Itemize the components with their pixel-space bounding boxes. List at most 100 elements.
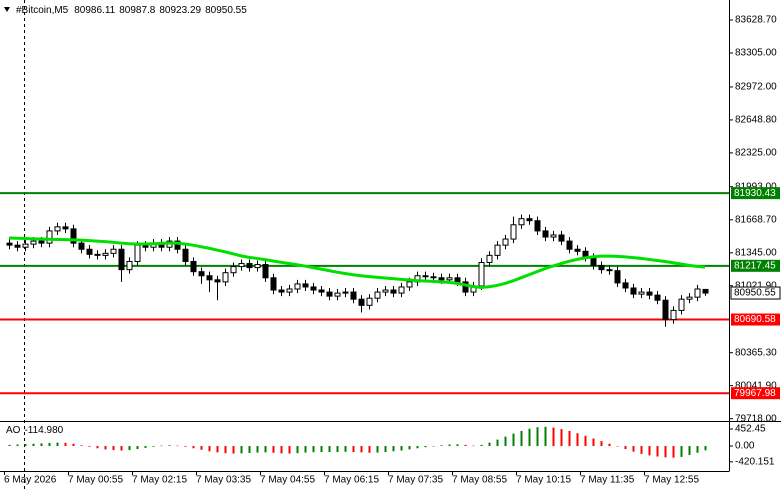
ao-bar <box>392 446 395 452</box>
ao-bar <box>24 444 27 447</box>
ao-bar <box>216 446 219 453</box>
level-label: 80690.58 <box>734 314 776 325</box>
ao-bar <box>464 444 467 447</box>
candle-body <box>510 224 517 240</box>
ao-bar <box>672 446 675 458</box>
ao-bar <box>48 442 51 447</box>
moving-average <box>8 236 706 289</box>
ao-bar <box>640 446 643 454</box>
symbol: #Bitcoin,M5 <box>16 5 69 16</box>
ao-bar <box>184 446 187 447</box>
candle-body <box>294 283 301 290</box>
ao-bar <box>360 446 363 453</box>
candle-body <box>206 275 213 281</box>
ao-bar <box>568 430 571 447</box>
ao-bar <box>168 445 171 447</box>
ao-bar <box>576 433 579 447</box>
ao-bar <box>344 446 347 452</box>
candle-body <box>630 287 637 295</box>
ao-bar <box>312 446 315 453</box>
header-high: 80987.8 <box>119 5 156 16</box>
ao-bar <box>296 446 299 454</box>
candle-body <box>662 299 669 321</box>
candle-body <box>422 275 429 278</box>
ao-bar <box>384 446 387 453</box>
ao-bar <box>208 446 211 452</box>
candle-body <box>598 265 605 271</box>
candle-body <box>134 244 141 262</box>
candle-body <box>550 234 557 238</box>
ao-bar <box>320 446 323 453</box>
ao-bar <box>664 446 667 458</box>
candle-body <box>486 254 493 264</box>
ao-tick-label: -420.151 <box>735 456 775 467</box>
candle-body <box>686 296 693 300</box>
ao-bar <box>656 446 659 457</box>
candle-body <box>230 266 237 274</box>
ao-bar <box>600 441 603 447</box>
y-tick-label: 82972.00 <box>735 82 777 93</box>
candle-body <box>406 281 413 288</box>
candle-body <box>702 288 709 294</box>
y-tick-label: 83628.70 <box>735 15 777 26</box>
candle-body <box>574 248 581 252</box>
ao-bar <box>616 446 619 447</box>
candle-body <box>502 238 509 246</box>
ao-bar <box>80 445 83 447</box>
candle-body <box>86 248 93 255</box>
candle-body <box>566 240 573 250</box>
ao-bar <box>88 446 91 447</box>
candle-body <box>270 277 277 291</box>
candle-body <box>62 226 69 230</box>
candle-body <box>366 297 373 306</box>
candle-body <box>526 218 533 222</box>
ao-bar <box>240 446 243 454</box>
ao-bar <box>608 443 611 447</box>
ao-bar <box>680 446 683 457</box>
candle-body <box>174 240 181 250</box>
ao-bar <box>272 446 275 453</box>
ao-bar <box>288 446 291 454</box>
y-tick-label: 81993.00 <box>735 181 777 192</box>
price-label: 80950.55 <box>734 288 776 299</box>
ao-bar <box>264 446 267 453</box>
candle-body <box>454 277 461 283</box>
ao-bar <box>368 446 371 453</box>
x-tick-label: 7 May 08:55 <box>452 475 507 486</box>
ao-bar <box>416 446 419 449</box>
candle-body <box>286 288 293 293</box>
candle-body <box>614 270 621 284</box>
candle-body <box>518 218 525 226</box>
ao-bar <box>632 446 635 452</box>
ao-bar <box>144 446 147 448</box>
ao-bar <box>200 446 203 450</box>
ao-bar <box>432 446 435 447</box>
ao-bar <box>704 446 707 451</box>
candle-body <box>102 252 109 256</box>
candle-body <box>70 228 77 244</box>
candle-body <box>670 309 677 321</box>
candle-body <box>358 298 365 306</box>
candle-body <box>590 256 597 267</box>
y-tick-label: 81668.70 <box>735 214 777 225</box>
candle-body <box>22 243 29 248</box>
candle-body <box>214 279 221 283</box>
menu-icon[interactable] <box>4 7 10 12</box>
ao-bar <box>304 446 307 453</box>
header-open: 80986.11 <box>74 5 115 16</box>
ao-bar <box>696 446 699 453</box>
ao-bar <box>16 444 19 447</box>
ao-bar <box>56 442 59 447</box>
candle-body <box>390 289 397 294</box>
level-label-box <box>731 313 780 326</box>
candle-body <box>38 240 45 244</box>
candle-body <box>478 262 485 287</box>
price-label-box <box>730 286 781 300</box>
candle-body <box>534 220 541 232</box>
header-close: 80950.55 <box>205 5 247 16</box>
ao-bar <box>112 446 115 451</box>
y-tick-label: 80365.30 <box>735 347 777 358</box>
ao-bar <box>104 446 107 450</box>
y-tick-label: 82325.00 <box>735 148 777 159</box>
y-tick-label: 79718.00 <box>735 413 777 424</box>
